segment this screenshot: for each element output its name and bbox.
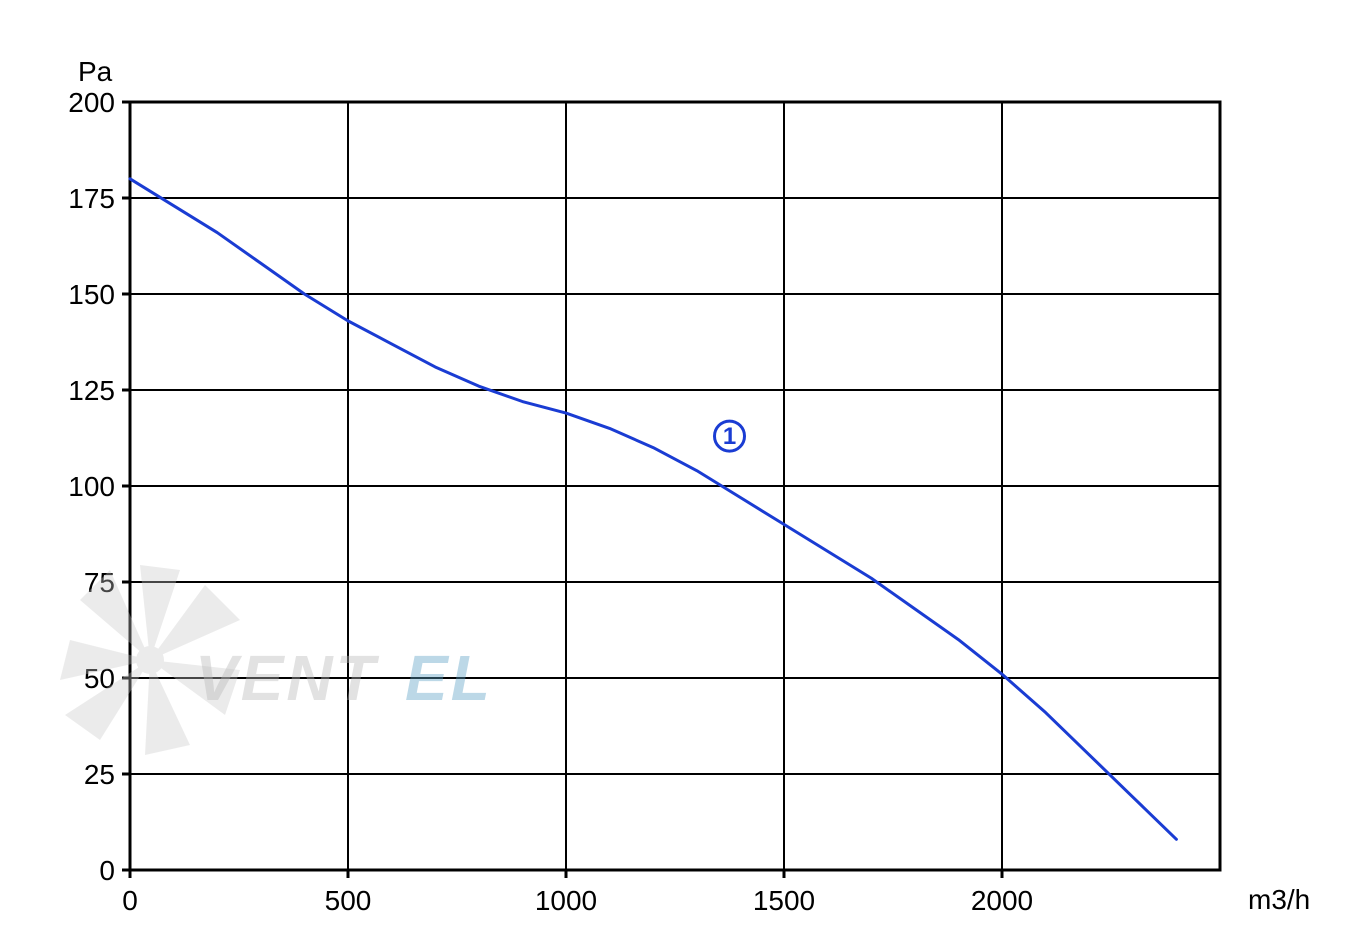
y-tick-label: 25 — [84, 759, 115, 790]
chart-svg: 05001000150020000255075100125150175200VE… — [0, 0, 1346, 944]
x-tick-label: 2000 — [971, 885, 1033, 916]
curve-annotation-label: 1 — [723, 423, 736, 450]
y-tick-label: 150 — [68, 279, 115, 310]
y-tick-label: 0 — [99, 855, 115, 886]
y-tick-label: 125 — [68, 375, 115, 406]
y-axis-label: Pa — [78, 56, 112, 88]
x-tick-label: 1000 — [535, 885, 597, 916]
x-axis-label: m3/h — [1248, 884, 1310, 916]
x-tick-label: 1500 — [753, 885, 815, 916]
watermark-text-accent: EL — [405, 642, 493, 714]
performance-curve — [130, 179, 1176, 839]
y-tick-label: 175 — [68, 183, 115, 214]
x-tick-label: 0 — [122, 885, 138, 916]
x-tick-label: 500 — [325, 885, 372, 916]
watermark-text-light: VENT — [195, 642, 380, 714]
chart-container: 05001000150020000255075100125150175200VE… — [0, 0, 1346, 944]
y-tick-label: 100 — [68, 471, 115, 502]
y-tick-label: 200 — [68, 87, 115, 118]
